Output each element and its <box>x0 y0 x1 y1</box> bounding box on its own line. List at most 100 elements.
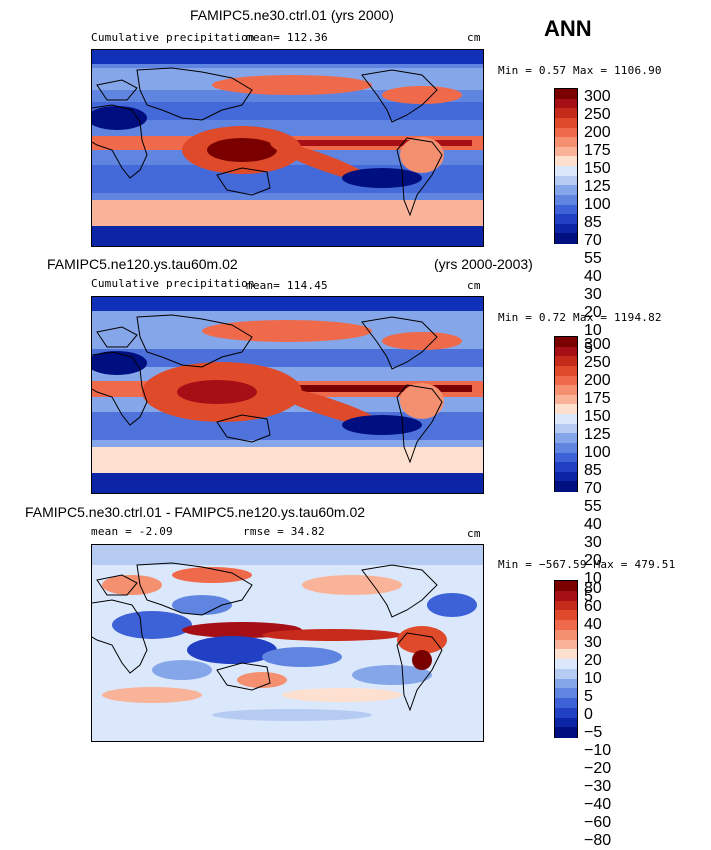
europe-outline <box>96 79 138 101</box>
panel2-cb-label: 300 <box>584 336 611 353</box>
panel1-mean-text: mean= 112.36 <box>246 31 328 44</box>
coastlines <box>92 314 443 464</box>
subtropic-dry-north <box>92 349 483 367</box>
panel3-title: FAMIPC5.ne30.ctrl.01 - FAMIPC5.ne120.ys.… <box>25 504 366 520</box>
panel2-cb-label: 100 <box>584 444 611 461</box>
panel2-years: (yrs 2000-2003) <box>434 256 533 272</box>
south-america-outline <box>396 384 443 464</box>
atlantic-storm-track <box>382 332 462 350</box>
diff-patch <box>412 650 432 670</box>
antarctic-band <box>92 473 483 493</box>
colorbar-segment <box>555 89 577 100</box>
panel2-cb-label: 5 <box>584 588 593 605</box>
arctic-band <box>92 297 483 311</box>
colorbar-segment <box>555 471 577 482</box>
panel3-cb-label: 0 <box>584 706 593 723</box>
panel1-title: FAMIPC5.ne30.ctrl.01 (yrs 2000) <box>190 7 394 23</box>
diff-patch <box>112 611 192 639</box>
subtropic-dry-north <box>92 102 483 120</box>
amazon-wet <box>400 137 444 173</box>
antarctic-band <box>92 226 483 246</box>
panel2-cb-label: 150 <box>584 408 611 425</box>
australia-outline <box>216 167 271 196</box>
asia-outline <box>136 67 253 121</box>
colorbar-segment <box>555 581 577 592</box>
colorbar-segment <box>555 337 577 348</box>
panel3-mean-text: mean = -2.09 <box>91 525 173 538</box>
panel2-cb-label: 85 <box>584 462 602 479</box>
colorbar-segment <box>555 668 577 679</box>
panel1-cb-label: 250 <box>584 106 611 123</box>
panel1-cb-label: 5 <box>584 340 593 357</box>
atlantic-storm-track <box>382 86 462 104</box>
colorbar-segment <box>555 375 577 386</box>
southern-storm-track <box>92 200 483 226</box>
diff-patch <box>262 647 342 667</box>
diff-patch <box>397 626 447 654</box>
colorbar-segment <box>555 166 577 177</box>
amazon-wet <box>400 383 444 419</box>
africa-outline <box>92 104 148 179</box>
colorbar-segment <box>555 156 577 167</box>
colorbar-segment <box>555 698 577 709</box>
colorbar-segment <box>555 108 577 119</box>
colorbar-segment <box>555 117 577 128</box>
colorbar-segment <box>555 600 577 611</box>
colorbar-segment <box>555 214 577 225</box>
panel2-cb-label: 250 <box>584 354 611 371</box>
panel2-colorbar-labels: 300 250 200 175 150 125 100 85 70 55 40 … <box>584 336 624 605</box>
colorbar-segment <box>555 394 577 405</box>
colorbar-segment <box>555 639 577 650</box>
diff-patch <box>187 636 277 664</box>
se-pacific-dry <box>342 415 422 435</box>
colorbar-segment <box>555 346 577 357</box>
colorbar-segment <box>555 233 577 244</box>
panel1-cb-label: 70 <box>584 232 602 249</box>
panel2-map-svg <box>92 297 483 493</box>
panel3-cb-label: 10 <box>584 670 602 687</box>
africa-outline <box>92 599 148 674</box>
sahara-dry <box>92 351 147 375</box>
panel3-units: cm <box>467 527 481 540</box>
colorbar-segment <box>555 688 577 699</box>
panel2-map <box>91 296 484 494</box>
colorbar-segment <box>555 204 577 215</box>
colorbar-segment <box>555 223 577 234</box>
africa-outline <box>92 351 148 426</box>
panel3-cb-label: −60 <box>584 814 612 831</box>
colorbar-segment <box>555 462 577 473</box>
panel3-cb-label: 60 <box>584 598 602 615</box>
colorbar-segment <box>555 356 577 367</box>
panel3-colorbar <box>554 580 578 738</box>
colorbar-segment <box>555 452 577 463</box>
colorbar-segment <box>555 649 577 660</box>
panel3-rmse-text: rmse = 34.82 <box>243 525 325 538</box>
panel1-cb-label: 20 <box>584 304 602 321</box>
diff-patch <box>212 709 372 721</box>
pacific-storm-track <box>202 320 372 342</box>
europe-outline <box>96 326 138 348</box>
asia-outline <box>136 314 253 368</box>
colorbar-segment <box>555 590 577 601</box>
spcz <box>269 386 385 428</box>
panel2-cb-label: 175 <box>584 390 611 407</box>
panel1-map <box>91 49 484 247</box>
spcz <box>270 141 374 183</box>
north-america-outline <box>361 564 438 618</box>
panel1-units: cm <box>467 31 481 44</box>
north-america-outline <box>361 69 438 123</box>
diff-patch <box>352 665 432 685</box>
panel2-cb-label: 125 <box>584 426 611 443</box>
panel3-cb-label: 30 <box>584 634 602 651</box>
colorbar-segment <box>555 629 577 640</box>
colorbar-segment <box>555 127 577 138</box>
pacific-storm-track <box>212 75 372 95</box>
panel2-units: cm <box>467 279 481 292</box>
australia-outline <box>216 414 271 443</box>
panel3-cb-label: 80 <box>584 580 602 597</box>
panel2-cb-label: 55 <box>584 498 602 515</box>
itcz-core <box>212 140 472 146</box>
arctic-band <box>92 50 483 64</box>
diff-patch <box>237 672 287 688</box>
panel1-cb-label: 200 <box>584 124 611 141</box>
